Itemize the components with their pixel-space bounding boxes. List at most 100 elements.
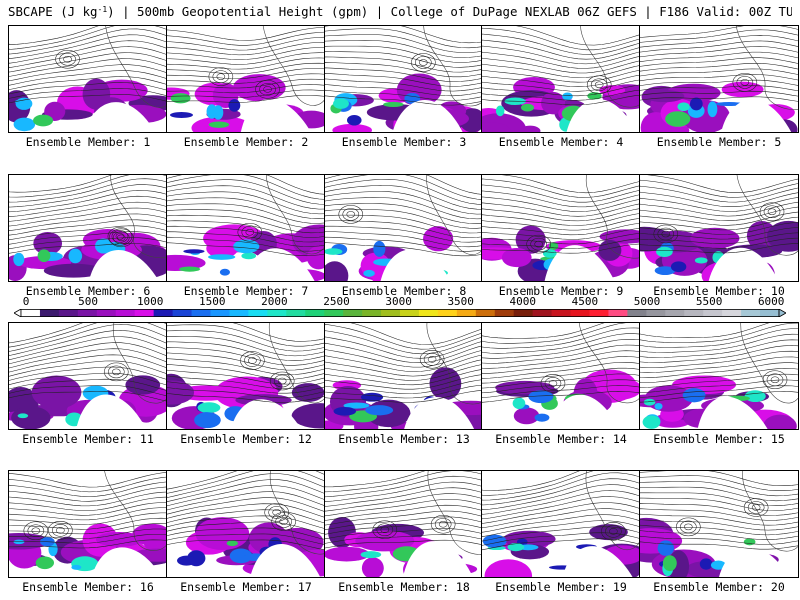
coastline <box>423 26 483 107</box>
closed-contour <box>740 79 750 86</box>
height-contour <box>167 491 325 511</box>
height-contour <box>482 496 640 520</box>
height-contour <box>640 232 798 244</box>
title-superscript: -1 <box>97 5 108 14</box>
scale-segment <box>400 309 420 317</box>
height-contour <box>325 51 483 68</box>
closed-contour <box>770 376 780 384</box>
height-contour <box>167 203 325 224</box>
cape-core <box>528 390 554 404</box>
height-contour <box>325 225 483 243</box>
cape-core <box>657 540 675 556</box>
height-contour <box>167 42 325 56</box>
map-plot <box>167 175 325 281</box>
height-contour <box>350 323 483 345</box>
height-contour <box>640 51 798 62</box>
height-contour <box>325 28 483 49</box>
height-contour <box>640 68 798 77</box>
closed-contour <box>23 521 49 541</box>
closed-contour <box>762 370 788 390</box>
closed-contour <box>419 350 445 369</box>
height-contour <box>9 348 167 369</box>
cape-core <box>365 405 394 416</box>
height-contour <box>482 385 640 398</box>
height-contour <box>325 471 483 493</box>
cape-area <box>484 559 533 577</box>
height-contour <box>482 79 640 92</box>
closed-contour <box>273 374 291 388</box>
height-contour <box>325 84 483 97</box>
cape-core <box>360 551 382 559</box>
height-contour <box>325 369 483 386</box>
cape-core <box>495 105 505 117</box>
closed-contour <box>277 377 287 385</box>
height-contour <box>167 539 325 551</box>
scale-segment <box>684 309 704 317</box>
height-contour <box>640 328 798 348</box>
land-region <box>244 248 315 281</box>
cape-area <box>291 383 325 402</box>
ensemble-member-map <box>639 174 799 282</box>
height-contour <box>325 336 483 359</box>
scale-segment <box>191 309 211 317</box>
closed-contour <box>680 520 697 534</box>
land-region <box>76 394 147 429</box>
height-contour <box>640 356 798 373</box>
height-contour <box>9 94 167 104</box>
height-contour <box>482 350 640 369</box>
height-contour <box>325 481 483 502</box>
height-contour <box>167 393 325 403</box>
cape-core <box>677 102 690 112</box>
height-contour <box>640 339 798 358</box>
ensemble-member-caption: Ensemble Member: 13 <box>338 432 470 446</box>
ensemble-member-map <box>324 322 484 430</box>
cape-core <box>587 92 602 100</box>
cape-core <box>373 240 386 257</box>
closed-contour <box>245 228 255 236</box>
height-contour <box>325 504 483 521</box>
map-title: SBCAPE (J kg-1) | 500mb Geopotential Hei… <box>8 3 792 21</box>
height-contour <box>640 323 798 343</box>
height-contour <box>640 362 798 378</box>
ensemble-member-map <box>166 174 326 282</box>
closed-contour <box>52 524 69 537</box>
cape-area <box>519 125 541 132</box>
scale-tick-label: 3500 <box>447 295 474 308</box>
height-contour <box>640 29 798 43</box>
height-contour <box>325 175 483 195</box>
closed-contour <box>759 202 785 222</box>
height-contour <box>482 69 640 83</box>
land-region <box>708 247 779 281</box>
height-contour <box>640 79 798 86</box>
scale-segment <box>589 309 609 317</box>
height-contour <box>482 471 580 491</box>
closed-contour <box>271 512 296 531</box>
height-contour <box>482 356 640 374</box>
height-contour <box>482 323 605 339</box>
closed-contour <box>338 205 364 224</box>
closed-contour <box>661 230 671 238</box>
scale-segment <box>39 309 60 317</box>
cape-area <box>11 406 51 429</box>
height-contour <box>640 492 798 506</box>
height-contour <box>9 360 167 377</box>
ensemble-member-map <box>481 25 641 133</box>
closed-contour <box>434 517 452 531</box>
closed-contour <box>590 78 608 92</box>
height-contour <box>9 201 167 222</box>
height-contour <box>482 27 640 51</box>
ensemble-member-map <box>166 25 326 133</box>
height-contour <box>9 342 167 365</box>
height-contour <box>167 509 325 524</box>
closed-contour <box>747 501 765 514</box>
closed-contour <box>684 523 693 531</box>
height-contour <box>9 82 167 95</box>
cape-area <box>195 517 250 551</box>
cape-core <box>71 564 82 570</box>
closed-contour <box>255 80 280 99</box>
height-contour <box>325 390 483 403</box>
closed-contour <box>107 365 125 379</box>
cape-core <box>347 114 362 126</box>
closed-contour <box>56 527 65 534</box>
closed-contour <box>107 227 133 246</box>
